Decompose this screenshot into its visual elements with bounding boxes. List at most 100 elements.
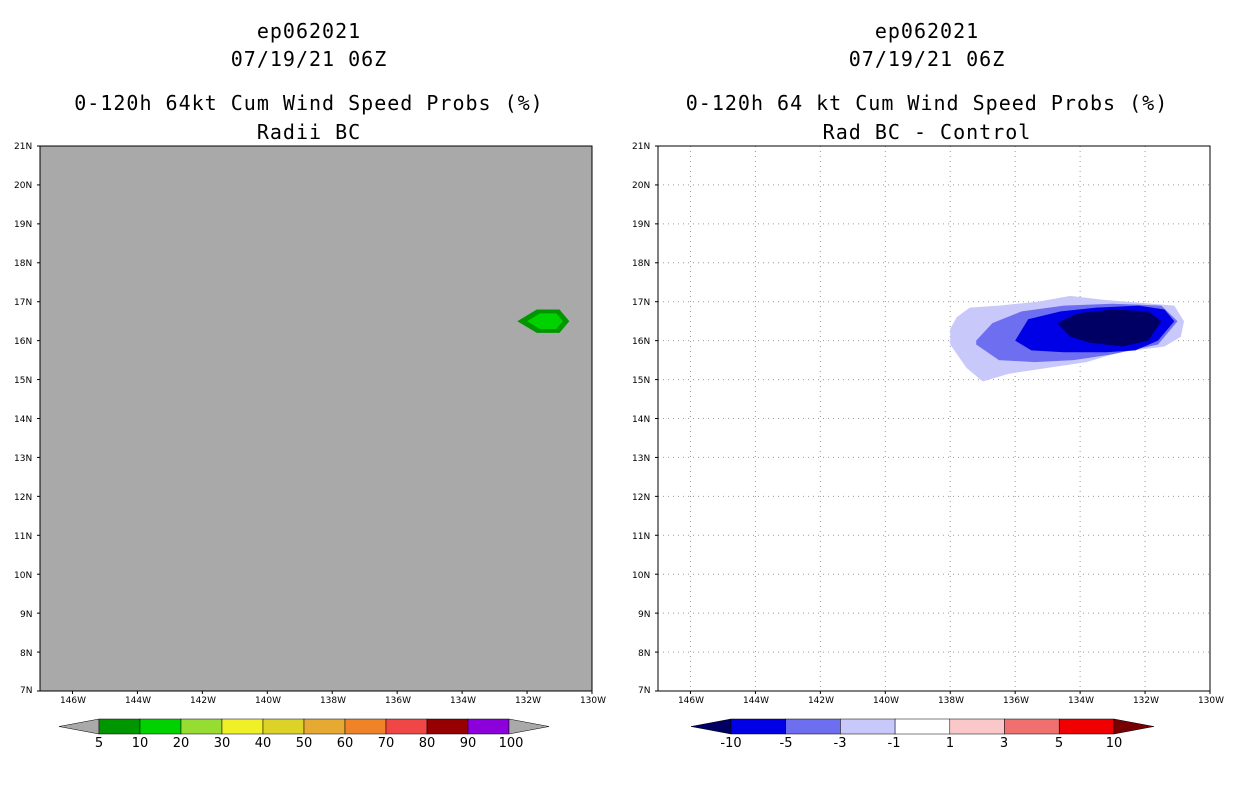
colorbar-label: 10 <box>1105 736 1123 751</box>
lon-label: 146W <box>677 696 705 706</box>
right-colorbar-high-triangle <box>1113 718 1154 735</box>
lat-label: 8N <box>20 649 33 659</box>
lon-label: 130W <box>1197 696 1225 706</box>
lat-label: 7N <box>638 686 651 696</box>
left-colorbar-swatch <box>262 718 305 735</box>
colorbar-label: -10 <box>720 736 742 751</box>
colorbar-label: 80 <box>418 736 436 751</box>
lat-label: 13N <box>632 454 651 464</box>
lat-label: 21N <box>632 142 651 152</box>
lat-label: 17N <box>632 298 651 308</box>
left-map-background <box>40 146 592 691</box>
lat-label: 15N <box>632 376 651 386</box>
lon-label: 132W <box>1132 696 1160 706</box>
lat-label: 17N <box>14 298 33 308</box>
lon-label: 132W <box>514 696 542 706</box>
lat-label: 15N <box>14 376 33 386</box>
left-storm-id: ep062021 <box>256 19 362 43</box>
lat-label: 9N <box>638 610 651 620</box>
colorbar-label: 50 <box>295 736 313 751</box>
left-datetime: 07/19/21 06Z <box>230 47 388 71</box>
colorbar-label: 10 <box>131 736 149 751</box>
lon-label: 138W <box>319 696 347 706</box>
right-colorbar-swatch <box>730 718 786 735</box>
lat-label: 19N <box>14 220 33 230</box>
lon-label: 138W <box>937 696 965 706</box>
left-colorbar-swatch <box>139 718 182 735</box>
colorbar-label: -3 <box>833 736 847 751</box>
lat-label: 16N <box>632 337 651 347</box>
lon-label: 144W <box>124 696 152 706</box>
colorbar-label: 60 <box>336 736 354 751</box>
colorbar-label: 90 <box>459 736 477 751</box>
left-colorbar-swatch <box>426 718 469 735</box>
lon-label: 146W <box>59 696 87 706</box>
colorbar-label: 40 <box>254 736 272 751</box>
lon-label: 144W <box>742 696 770 706</box>
right-colorbar-swatch <box>949 718 1005 735</box>
right-storm-id: ep062021 <box>874 19 980 43</box>
lon-label: 142W <box>807 696 835 706</box>
left-colorbar-swatch <box>303 718 346 735</box>
colorbar-label: -5 <box>779 736 793 751</box>
left-colorbar-high-triangle <box>508 718 550 735</box>
lon-label: 140W <box>872 696 900 706</box>
colorbar-label: 5 <box>94 736 104 751</box>
lat-label: 19N <box>632 220 651 230</box>
right-subtitle: Rad BC - Control <box>822 120 1032 144</box>
lon-label: 140W <box>254 696 282 706</box>
lat-label: 12N <box>14 493 33 503</box>
lat-label: 7N <box>20 686 33 696</box>
probability-contour-10 <box>527 313 563 329</box>
lon-label: 136W <box>1002 696 1030 706</box>
lon-label: 136W <box>384 696 412 706</box>
lat-label: 18N <box>632 259 651 269</box>
left-title: 0-120h 64kt Cum Wind Speed Probs (%) <box>74 91 544 115</box>
lon-label: 134W <box>1067 696 1095 706</box>
lat-label: 13N <box>14 454 33 464</box>
lat-label: 10N <box>14 571 33 581</box>
lat-label: 12N <box>632 493 651 503</box>
left-colorbar-swatch <box>221 718 264 735</box>
lat-label: 10N <box>632 571 651 581</box>
lat-label: 9N <box>20 610 33 620</box>
lat-label: 11N <box>14 532 33 542</box>
right-colorbar-swatch <box>785 718 841 735</box>
lat-label: 20N <box>632 181 651 191</box>
right-datetime: 07/19/21 06Z <box>848 47 1006 71</box>
right-colorbar-low-triangle <box>690 718 732 735</box>
colorbar-label: 1 <box>945 736 955 751</box>
lon-label: 134W <box>449 696 477 706</box>
colorbar-label: 30 <box>213 736 231 751</box>
lon-label: 142W <box>189 696 217 706</box>
left-colorbar-swatch <box>344 718 387 735</box>
lat-label: 16N <box>14 337 33 347</box>
lon-label: 130W <box>579 696 607 706</box>
right-colorbar-swatch <box>1058 718 1115 735</box>
difference-contour-neg10 <box>1057 309 1162 347</box>
left-colorbar-swatch <box>385 718 428 735</box>
left-colorbar-swatch <box>98 718 141 735</box>
right-colorbar-swatch <box>1004 718 1060 735</box>
colorbar-label: 20 <box>172 736 190 751</box>
lat-label: 14N <box>632 415 651 425</box>
colorbar-label: -1 <box>887 736 901 751</box>
lat-label: 14N <box>14 415 33 425</box>
lat-label: 8N <box>638 649 651 659</box>
lat-label: 20N <box>14 181 33 191</box>
lat-label: 11N <box>632 532 651 542</box>
right-colorbar-swatch <box>840 718 896 735</box>
left-colorbar-swatch <box>180 718 223 735</box>
colorbar-label: 5 <box>1054 736 1064 751</box>
left-subtitle: Radii BC <box>256 120 362 144</box>
right-title: 0-120h 64 kt Cum Wind Speed Probs (%) <box>685 91 1169 115</box>
colorbar-label: 70 <box>377 736 395 751</box>
colorbar-label: 100 <box>498 736 524 751</box>
right-colorbar-swatch <box>894 718 951 735</box>
colorbar-label: 3 <box>999 736 1009 751</box>
left-colorbar-low-triangle <box>58 718 100 735</box>
lat-label: 21N <box>14 142 33 152</box>
lat-label: 18N <box>14 259 33 269</box>
left-colorbar-swatch <box>467 718 510 735</box>
